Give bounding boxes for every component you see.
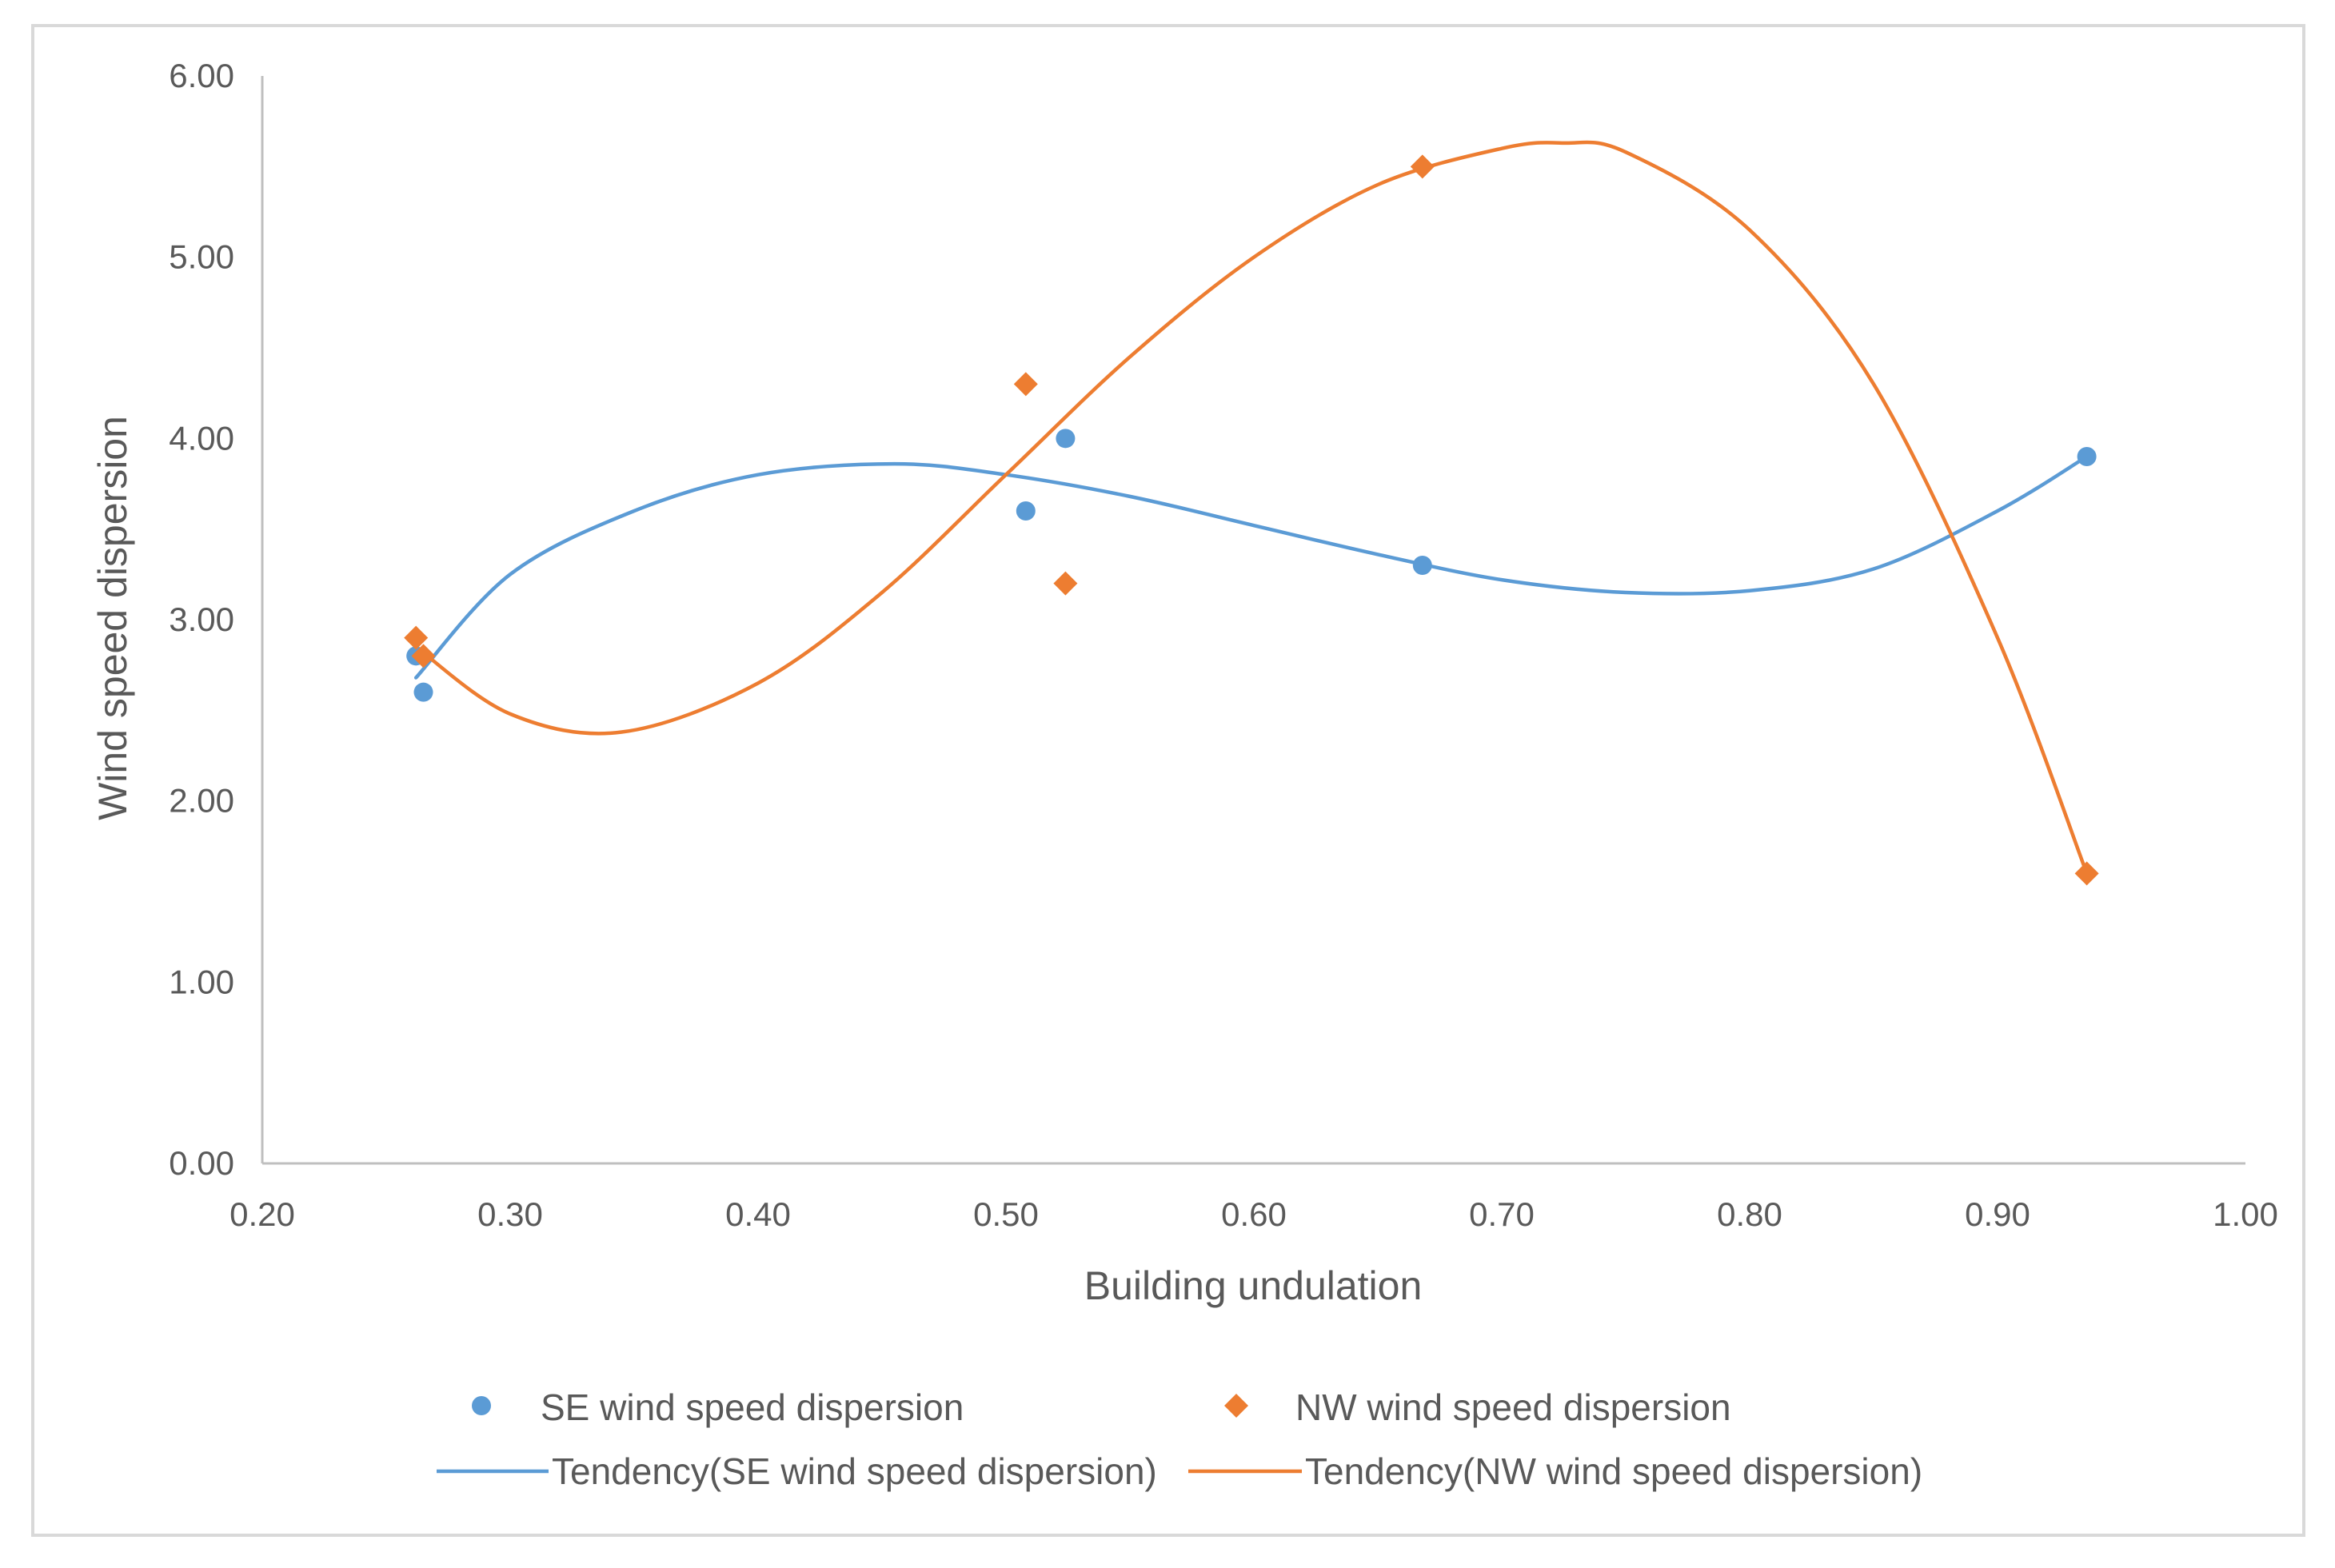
trend-line-se <box>413 454 2089 680</box>
legend-label: NW wind speed dispersion <box>1295 1386 1731 1428</box>
legend-label: Tendency(SE wind speed dispersion) <box>552 1450 1157 1492</box>
legend-nw-points: NW wind speed dispersion <box>1224 1386 1731 1428</box>
chart-frame <box>31 24 2305 1537</box>
trend-line-nw <box>413 140 2089 876</box>
se-data-point <box>1056 429 1076 449</box>
legend-marker-swatch <box>1224 1394 1248 1418</box>
legend-label: SE wind speed dispersion <box>541 1386 964 1428</box>
se-data-point <box>1412 556 1432 575</box>
y-tick-label: 2.00 <box>169 782 234 820</box>
legend-marker-swatch <box>472 1396 491 1415</box>
x-axis-title: Building undulation <box>1084 1263 1423 1308</box>
se-data-point <box>2077 447 2097 466</box>
se-data-point <box>413 682 433 702</box>
nw-data-point <box>1013 372 1038 397</box>
x-tick-label: 0.60 <box>1221 1195 1287 1233</box>
nw-data-point <box>2074 861 2099 886</box>
y-tick-label: 1.00 <box>169 963 234 1000</box>
x-tick-label: 0.90 <box>1965 1195 2030 1233</box>
legend-nw-trend: Tendency(NW wind speed dispersion) <box>1188 1450 1922 1492</box>
x-tick-label: 1.00 <box>2213 1195 2278 1233</box>
y-tick-label: 4.00 <box>169 419 234 457</box>
nw-data-point <box>1053 571 1078 596</box>
x-tick-label: 0.30 <box>477 1195 543 1233</box>
y-tick-label: 5.00 <box>169 238 234 276</box>
x-tick-label: 0.70 <box>1469 1195 1535 1233</box>
nw-data-point <box>1410 154 1435 179</box>
x-tick-label: 0.20 <box>230 1195 295 1233</box>
x-tick-label: 0.40 <box>725 1195 791 1233</box>
y-axis-title: Wind speed dispersion <box>90 416 135 820</box>
y-tick-label: 0.00 <box>169 1144 234 1182</box>
nw-data-point <box>411 644 436 668</box>
legend-se-points: SE wind speed dispersion <box>472 1386 964 1428</box>
x-tick-label: 0.50 <box>973 1195 1039 1233</box>
nw-data-point <box>404 625 429 650</box>
y-tick-label: 3.00 <box>169 600 234 638</box>
se-data-point <box>1016 501 1036 521</box>
legend-se-trend: Tendency(SE wind speed dispersion) <box>437 1450 1157 1492</box>
legend-label: Tendency(NW wind speed dispersion) <box>1305 1450 1922 1492</box>
legend: SE wind speed dispersion NW wind speed di… <box>437 1386 1922 1492</box>
y-tick-label: 6.00 <box>169 57 234 94</box>
x-tick-label: 0.80 <box>1717 1195 1782 1233</box>
